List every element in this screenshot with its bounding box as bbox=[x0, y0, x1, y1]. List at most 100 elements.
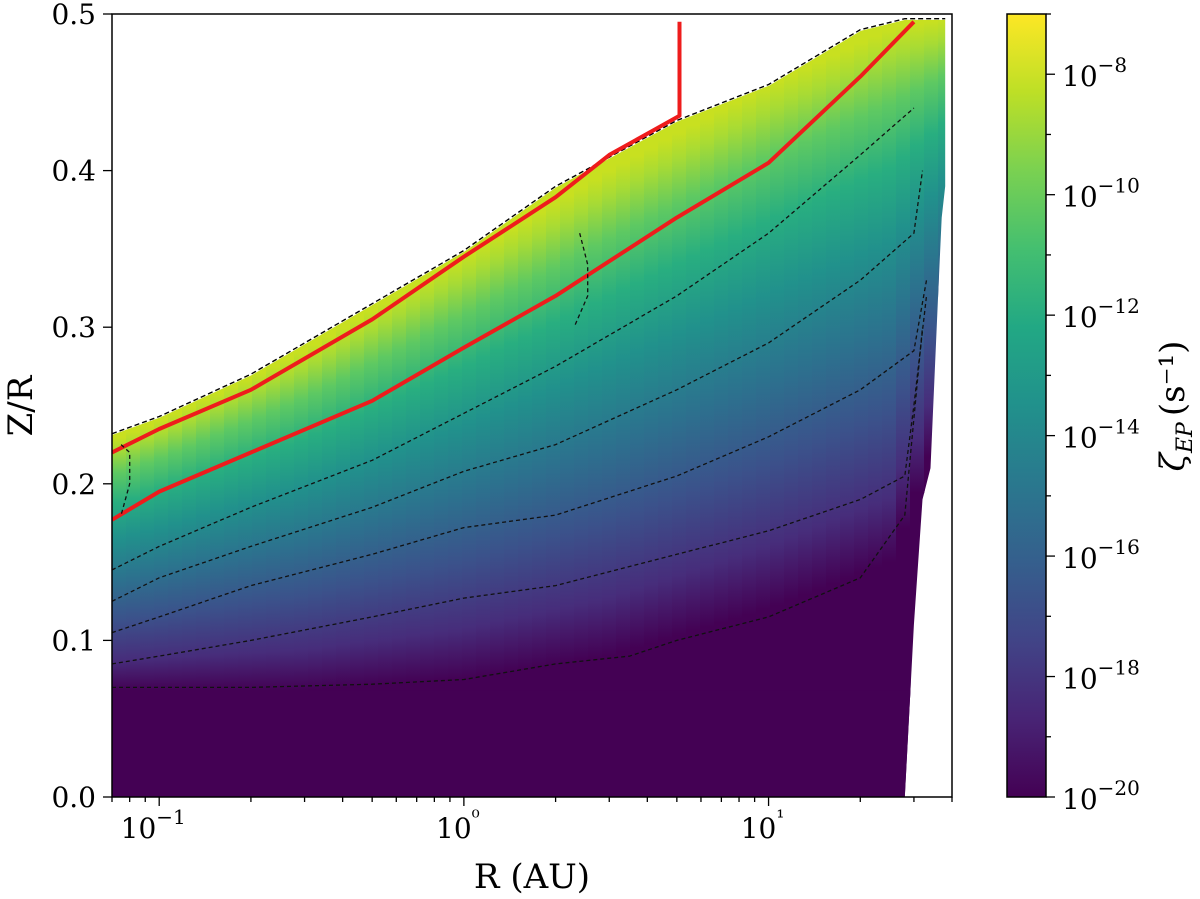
x-tick-label-exponent: −1 bbox=[156, 805, 185, 829]
heatmap-column bbox=[924, 14, 939, 797]
heatmap-column bbox=[294, 14, 309, 797]
colorbar-label-subscript: EP bbox=[1173, 421, 1198, 454]
heatmap-column bbox=[560, 14, 575, 797]
y-tick-label: 0.3 bbox=[51, 311, 96, 344]
heatmap-column bbox=[532, 14, 547, 797]
y-tick-label: 0.5 bbox=[51, 0, 96, 31]
colorbar-tick-label-exponent: −20 bbox=[1098, 776, 1140, 800]
x-tick-label-base: 10 bbox=[436, 812, 472, 845]
heatmap-column bbox=[266, 14, 281, 797]
colorbar-tick-label-base: 10 bbox=[1062, 663, 1098, 696]
heatmap-column bbox=[938, 14, 946, 797]
colorbar-tick-label-base: 10 bbox=[1062, 783, 1098, 816]
heatmap-column bbox=[126, 14, 141, 797]
heatmap-column bbox=[462, 14, 477, 797]
dashed-contour-line-8 bbox=[573, 233, 589, 328]
heatmap-column bbox=[392, 14, 407, 797]
colorbar-gradient bbox=[1006, 13, 1047, 798]
dashed-contour-line-6 bbox=[112, 295, 928, 665]
heatmap-column bbox=[616, 14, 631, 797]
domain-boundary-line bbox=[112, 18, 946, 435]
x-tick-label-base: 10 bbox=[741, 812, 777, 845]
y-tick-label: 0.2 bbox=[51, 468, 96, 501]
y-axis-label: Z/R bbox=[1, 374, 41, 436]
heatmap-column bbox=[826, 14, 841, 797]
x-tick-label: 10⁰ bbox=[436, 805, 480, 845]
dashed-contour-line-4 bbox=[112, 170, 924, 602]
colorbar-tick-label-exponent: −14 bbox=[1098, 415, 1140, 439]
dashed-contour-line-2 bbox=[120, 444, 131, 516]
heatmap-column bbox=[742, 14, 757, 797]
heatmap-column bbox=[574, 14, 589, 797]
colorbar-tick-label-exponent: −18 bbox=[1098, 656, 1140, 680]
contour-lines bbox=[112, 17, 946, 689]
heatmap-column bbox=[672, 14, 687, 797]
colorbar-tick-label: 10−12 bbox=[1062, 294, 1140, 334]
colorbar-tick-label: 10−14 bbox=[1062, 415, 1140, 455]
heatmap-column bbox=[896, 14, 911, 797]
colorbar-tick-label-base: 10 bbox=[1062, 542, 1098, 575]
heatmap-column bbox=[812, 14, 827, 797]
heatmap-column bbox=[252, 14, 267, 797]
colorbar-tick-label-base: 10 bbox=[1062, 181, 1098, 214]
heatmap-column bbox=[224, 14, 239, 797]
heatmap-column bbox=[644, 14, 659, 797]
dashed-contour-line-5 bbox=[112, 280, 928, 634]
heatmap-column bbox=[154, 14, 169, 797]
heatmap-column bbox=[448, 14, 463, 797]
y-tick-label: 0.4 bbox=[51, 155, 96, 188]
plot-area: 10−1 10⁰ 10¹ 0.00.10.20.30.40.5 R (AU) Z/R bbox=[1, 0, 953, 897]
heatmap-column bbox=[882, 14, 897, 797]
colorbar-tick-label-exponent: −12 bbox=[1098, 294, 1140, 318]
heatmap-column bbox=[476, 14, 491, 797]
red-contour-line-0 bbox=[112, 21, 682, 455]
heatmap-column bbox=[504, 14, 519, 797]
heatmap-column bbox=[308, 14, 323, 797]
heatmap-column bbox=[868, 14, 883, 797]
heatmap-column bbox=[700, 14, 715, 797]
colorbar-tick-label-exponent: −10 bbox=[1098, 174, 1140, 198]
heatmap-column bbox=[756, 14, 771, 797]
colorbar-tick-label: 10−20 bbox=[1062, 776, 1140, 816]
dashed-contour-line-7 bbox=[112, 327, 924, 689]
plot-frame bbox=[111, 13, 953, 798]
heatmap-column bbox=[658, 14, 673, 797]
heatmap-column bbox=[854, 14, 869, 797]
heatmap-column bbox=[518, 14, 533, 797]
colorbar-tick-label: 10−18 bbox=[1062, 656, 1140, 696]
heatmap-column bbox=[112, 14, 127, 797]
colorbar-tick-label: 10−10 bbox=[1062, 174, 1140, 214]
heatmap-column bbox=[714, 14, 729, 797]
heatmap-column bbox=[196, 14, 211, 797]
heatmap-column bbox=[686, 14, 701, 797]
heatmap-column bbox=[336, 14, 351, 797]
colorbar-tick-label-base: 10 bbox=[1062, 60, 1098, 93]
y-tick-label: 0.0 bbox=[51, 781, 96, 814]
x-tick-label: 10¹ bbox=[741, 805, 785, 845]
heatmap-column bbox=[378, 14, 393, 797]
colorbar-tick-label-base: 10 bbox=[1062, 301, 1098, 334]
x-axis-label: R (AU) bbox=[474, 857, 590, 897]
heatmap-column bbox=[280, 14, 295, 797]
x-tick-label-base: 10 bbox=[121, 812, 157, 845]
colorbar-label-unit: (s⁻¹) bbox=[1153, 341, 1193, 417]
heatmap-column bbox=[322, 14, 337, 797]
red-contour-line-1 bbox=[112, 20, 916, 522]
heatmap-column bbox=[588, 14, 603, 797]
colorbar-label-symbol: ζ bbox=[1153, 450, 1193, 471]
heatmap-column bbox=[840, 14, 855, 797]
colorbar-tick-label: 10−8 bbox=[1062, 53, 1127, 93]
heatmap-column bbox=[798, 14, 813, 797]
heatmap-column bbox=[490, 14, 505, 797]
heatmap-column bbox=[546, 14, 561, 797]
heatmap-floor bbox=[112, 690, 946, 797]
x-tick-label-exponent: ⁰ bbox=[472, 805, 480, 829]
heatmap-column bbox=[238, 14, 253, 797]
heatmap-column bbox=[140, 14, 155, 797]
x-axis: 10−1 10⁰ 10¹ bbox=[111, 797, 953, 845]
colorbar-tick-label: 10−16 bbox=[1062, 535, 1140, 575]
y-axis: 0.0 0.1 0.2 0.3 0.4 0.5 bbox=[51, 0, 112, 814]
dashed-contour-line-3 bbox=[112, 107, 915, 571]
